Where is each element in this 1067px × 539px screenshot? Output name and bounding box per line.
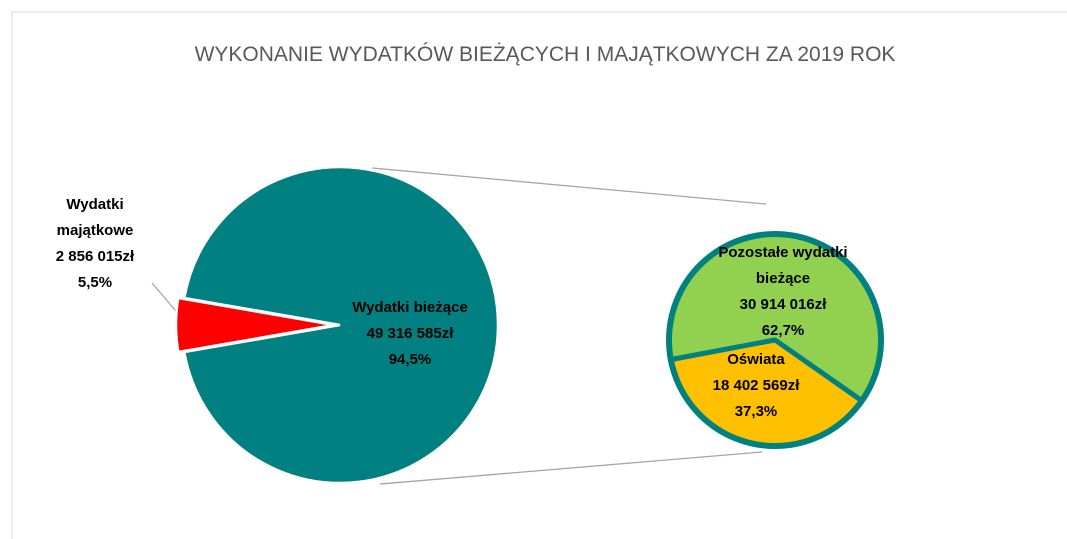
label-line: 37,3% — [734, 403, 778, 420]
label-line: Pozostałe wydatki bieżące — [718, 244, 848, 287]
label-line: 5,5% — [77, 274, 113, 291]
data-label: Wydatki majątkowe 2 856 015zł 5,5% — [30, 192, 160, 296]
label-line: Oświata — [727, 351, 785, 368]
label-line: Wydatki majątkowe — [56, 196, 134, 239]
label-line: 18 402 569zł — [712, 377, 800, 394]
pie-outline — [666, 231, 884, 449]
chart-border — [11, 11, 1067, 539]
label-line: 49 316 585zł — [366, 325, 454, 342]
label-line: Wydatki bieżące — [352, 299, 468, 316]
chart-title: WYKONANIE WYDATKÓW BIEŻĄCYCH I MAJĄTKOWY… — [194, 43, 896, 66]
label-line: 62,7% — [761, 322, 805, 339]
label-line: 2 856 015zł — [55, 248, 135, 265]
pie-slice — [182, 165, 500, 485]
label-line: 94,5% — [388, 351, 432, 368]
pie-slice — [174, 296, 335, 354]
connector-line — [379, 451, 763, 485]
data-label: Oświata 18 402 569zł 37,3% — [681, 347, 831, 425]
connector-line — [371, 167, 767, 205]
data-label: Wydatki bieżące 49 316 585zł 94,5% — [310, 295, 510, 373]
label-line: 30 914 016zł — [739, 296, 827, 313]
data-label: Pozostałe wydatki bieżące 30 914 016zł 62,… — [693, 240, 873, 344]
